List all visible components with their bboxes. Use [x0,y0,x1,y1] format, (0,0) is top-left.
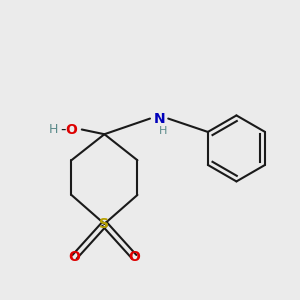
Text: H: H [159,125,167,136]
Text: N: N [154,112,165,126]
Text: S: S [99,217,110,231]
Text: O: O [65,122,77,136]
Text: -: - [60,122,65,137]
Text: O: O [128,250,140,264]
Text: O: O [69,250,80,264]
Text: H: H [49,123,58,136]
